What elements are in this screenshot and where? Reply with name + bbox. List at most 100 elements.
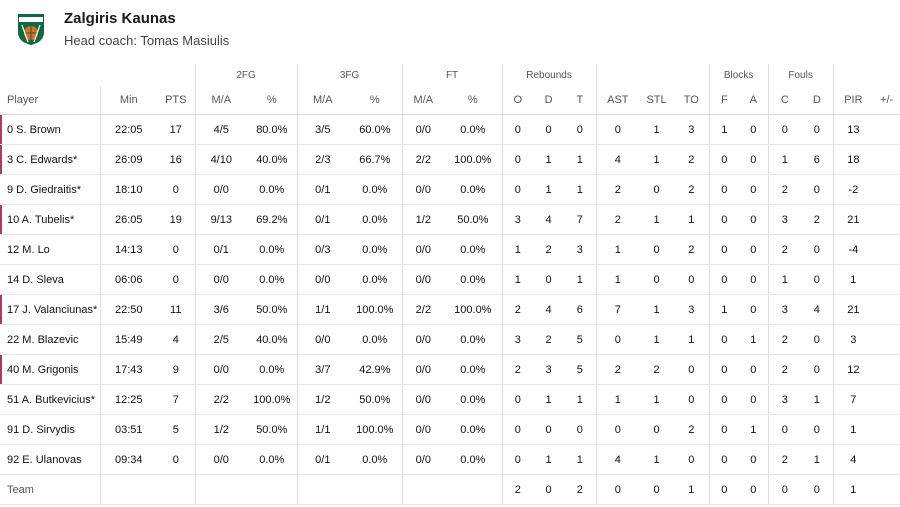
player-row: 92 E. Ulanovas 09:34 0 0/0 0.0% 0/1 0.0% 0/0 0.0… [0, 444, 900, 475]
stat-foul-d: 1 [801, 444, 834, 475]
stat-blk-a: 0 [739, 444, 769, 475]
stat-blk-f: 0 [709, 144, 740, 175]
group-spacer [0, 64, 196, 86]
stat-fg3-ma: 1/1 [297, 294, 349, 325]
stat-reb-t: 1 [564, 384, 597, 415]
col-pir[interactable]: PIR [833, 86, 874, 115]
player-name[interactable]: 91 D. Sirvydis [0, 414, 101, 445]
stat-pts: 17 [157, 114, 196, 145]
stat-ft-ma: 2/2 [402, 294, 445, 325]
stat-min: 14:13 [100, 234, 157, 265]
stat-foul-c: 0 [768, 414, 802, 445]
stat-reb-d: 1 [533, 174, 565, 205]
stat-reb-o: 2 [502, 354, 534, 385]
stat-reb-t: 7 [564, 204, 597, 235]
stat-ast: 1 [596, 264, 640, 295]
stat-foul-d: 0 [801, 174, 834, 205]
player-name[interactable]: 40 M. Grigonis [0, 354, 101, 385]
col-plus-minus[interactable]: +/- [873, 86, 900, 115]
stat-foul-d: 0 [801, 234, 834, 265]
stat-fg3-ma: 0/1 [297, 174, 349, 205]
stat-fg2-pct: 0.0% [247, 174, 298, 205]
stat-reb-t: 1 [564, 264, 597, 295]
stat-foul-d: 1 [801, 384, 834, 415]
stat-blk-a: 0 [739, 114, 769, 145]
stat-stl: 0 [639, 264, 675, 295]
player-name[interactable]: 3 C. Edwards* [0, 144, 101, 175]
stat-foul-d: 0 [801, 414, 834, 445]
stat-ft-ma: 0/0 [402, 324, 445, 355]
col-ft-pct[interactable]: % [444, 86, 503, 115]
stat-ft-ma: 0/0 [402, 174, 445, 205]
stat-fg3-ma: 3/5 [297, 114, 349, 145]
stat-ast: 1 [596, 384, 640, 415]
player-name[interactable]: 92 E. Ulanovas [0, 444, 101, 475]
stat-stl: 0 [639, 414, 675, 445]
player-name[interactable]: 14 D. Sleva [0, 264, 101, 295]
stat-ft-pct: 50.0% [444, 204, 503, 235]
stat-fg3-ma: 1/1 [297, 414, 349, 445]
player-name[interactable]: 22 M. Blazevic [0, 324, 101, 355]
col-ast[interactable]: AST [596, 86, 640, 115]
stat-ast: 7 [596, 294, 640, 325]
stat-ast: 0 [596, 414, 640, 445]
player-name[interactable]: 9 D. Giedraitis* [0, 174, 101, 205]
group-ft: FT [402, 64, 503, 86]
col-2fg-pct[interactable]: % [247, 86, 298, 115]
stat-fg3-pct: 0.0% [348, 204, 403, 235]
col-to[interactable]: TO [674, 86, 710, 115]
stat-ast: 4 [596, 144, 640, 175]
player-name[interactable]: 10 A. Tubelis* [0, 204, 101, 235]
col-blk-f[interactable]: F [709, 86, 740, 115]
stat-fg2-pct: 0.0% [247, 234, 298, 265]
player-row: 3 C. Edwards* 26:09 16 4/10 40.0% 2/3 66.7% 2/2… [0, 144, 900, 175]
player-row: 40 M. Grigonis 17:43 9 0/0 0.0% 3/7 42.9% 0/0 0.… [0, 354, 900, 385]
stat-blk-a: 0 [739, 174, 769, 205]
stat-fg2-ma: 2/2 [195, 384, 248, 415]
col-blk-a[interactable]: A [739, 86, 769, 115]
stat-fg2-pct: 0.0% [247, 264, 298, 295]
col-player[interactable]: Player [0, 86, 101, 115]
player-name[interactable]: 17 J. Valanciunas* [0, 294, 101, 325]
stat-fg2-ma: 0/0 [195, 264, 248, 295]
col-min[interactable]: Min [100, 86, 157, 115]
stat-reb-o: 0 [502, 144, 534, 175]
stat-ft-ma: 1/2 [402, 204, 445, 235]
stat-pm [873, 204, 900, 235]
stat-reb-o: 0 [502, 414, 534, 445]
stat-reb-d: 1 [533, 444, 565, 475]
col-3fg-pct[interactable]: % [348, 86, 403, 115]
stat-fg3-pct: 100.0% [348, 294, 403, 325]
col-stl[interactable]: STL [639, 86, 675, 115]
col-foul-d[interactable]: D [801, 86, 834, 115]
stat-stl: 1 [639, 294, 675, 325]
col-reb-d[interactable]: D [533, 86, 565, 115]
stat-ft-pct: 100.0% [444, 144, 503, 175]
stat-fg3-pct [348, 474, 403, 505]
stat-blk-f: 0 [709, 444, 740, 475]
team-name: Zalgiris Kaunas [64, 10, 176, 27]
col-2fg-ma[interactable]: M/A [195, 86, 248, 115]
stat-ast: 1 [596, 234, 640, 265]
player-name[interactable]: 0 S. Brown [0, 114, 101, 145]
col-foul-c[interactable]: C [768, 86, 802, 115]
stat-blk-a: 0 [739, 204, 769, 235]
stat-blk-f: 0 [709, 384, 740, 415]
stat-fg2-ma: 4/5 [195, 114, 248, 145]
stat-reb-o: 3 [502, 324, 534, 355]
player-name[interactable]: 51 A. Butkevicius* [0, 384, 101, 415]
stat-pts: 0 [157, 444, 196, 475]
stat-reb-d: 4 [533, 204, 565, 235]
stat-to: 3 [674, 294, 710, 325]
col-reb-t[interactable]: T [564, 86, 597, 115]
stat-fg2-pct: 100.0% [247, 384, 298, 415]
stat-reb-d: 0 [533, 264, 565, 295]
stat-blk-f: 0 [709, 414, 740, 445]
stat-to: 1 [674, 474, 710, 505]
col-3fg-ma[interactable]: M/A [297, 86, 349, 115]
player-name[interactable]: 12 M. Lo [0, 234, 101, 265]
stat-ft-ma: 0/0 [402, 384, 445, 415]
col-pts[interactable]: PTS [157, 86, 196, 115]
col-reb-o[interactable]: O [502, 86, 534, 115]
col-ft-ma[interactable]: M/A [402, 86, 445, 115]
